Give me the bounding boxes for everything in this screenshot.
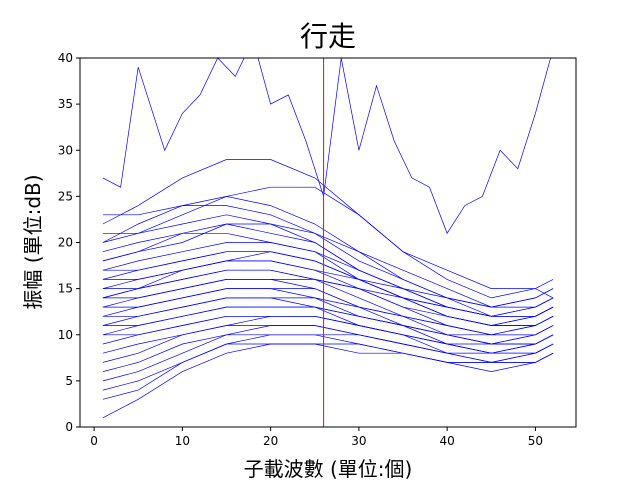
series-line-20 (102, 242, 554, 317)
y-axis-ticks: 0 5 10 15 20 25 30 35 40 (58, 51, 80, 434)
x-tick-label: 20 (263, 434, 278, 448)
series-line-31 (102, 186, 554, 299)
series-line-32 (102, 223, 554, 308)
series-line-3 (102, 196, 554, 308)
series-line-7 (102, 260, 554, 336)
y-tick-label: 0 (65, 420, 73, 434)
series-line-29 (102, 325, 554, 382)
y-tick-label: 5 (65, 374, 73, 388)
y-tick-label: 40 (58, 51, 73, 65)
series-lines (102, 58, 554, 419)
plot-frame (79, 57, 577, 428)
series-line-28 (102, 315, 554, 363)
series-line-34 (102, 279, 554, 317)
chart-title: 行走 (300, 20, 356, 53)
series-line-18 (102, 214, 554, 317)
series-line-15 (102, 343, 554, 391)
series-line-1 (102, 58, 551, 235)
y-axis-title: 振幅 (單位:dB) (21, 174, 45, 309)
x-tick-label: 10 (175, 434, 190, 448)
series-line-19 (102, 232, 554, 317)
series-line-25 (102, 297, 554, 345)
series-line-21 (102, 260, 554, 326)
x-tick-label: 30 (351, 434, 366, 448)
series-line-6 (102, 269, 554, 326)
series-line-5 (102, 251, 554, 326)
series-line-9 (102, 288, 554, 345)
series-line-8 (102, 279, 554, 336)
y-tick-label: 20 (58, 236, 73, 250)
series-line-26 (102, 306, 554, 345)
series-line-33 (102, 251, 554, 308)
series-line-22 (102, 251, 554, 326)
x-axis-title: 子載波數 (單位:個) (244, 457, 413, 480)
x-tick-label: 40 (440, 434, 455, 448)
y-tick-label: 15 (58, 282, 73, 296)
series-line-16 (102, 343, 554, 419)
x-tick-label: 50 (528, 434, 543, 448)
y-tick-label: 30 (58, 143, 73, 157)
series-line-24 (102, 288, 554, 336)
y-tick-label: 10 (58, 328, 73, 342)
series-line-23 (102, 269, 554, 336)
series-line-2 (102, 159, 554, 299)
x-axis-ticks: 0 10 20 30 40 50 (90, 427, 543, 448)
series-line-17 (102, 205, 554, 317)
y-tick-label: 35 (58, 97, 73, 111)
x-tick-label: 0 (90, 434, 98, 448)
series-line-4 (102, 223, 554, 317)
series-line-30 (102, 334, 554, 400)
y-tick-label: 25 (58, 189, 73, 203)
